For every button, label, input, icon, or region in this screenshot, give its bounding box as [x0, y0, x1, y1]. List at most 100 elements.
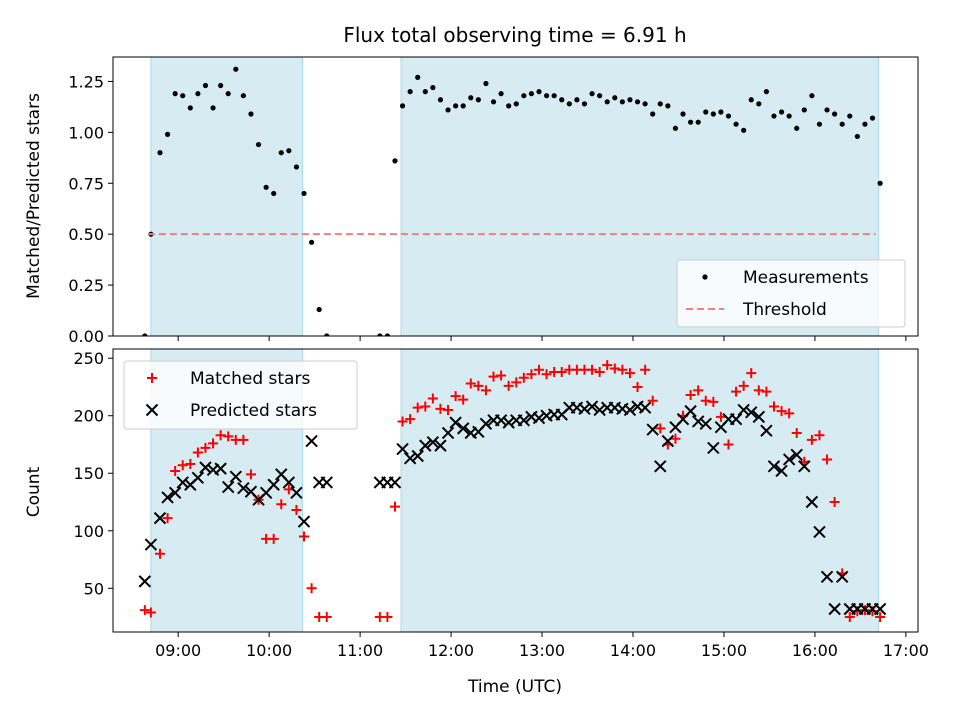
- series-predicted-stars-point: [517, 414, 531, 427]
- series-matched-stars-point: [245, 469, 256, 480]
- legend-marker-x: [145, 403, 159, 417]
- series-measurements-point: [248, 111, 254, 117]
- series-measurements-point: [862, 121, 868, 127]
- series-matched-stars-point: [715, 411, 726, 422]
- series-predicted-stars-point: [494, 414, 508, 427]
- series-matched-stars-point: [844, 612, 855, 623]
- series-measurements-point: [695, 119, 701, 125]
- series-predicted-stars-point: [290, 486, 303, 500]
- top-y-axis-label: Matched/Predicted stars: [24, 93, 44, 299]
- y-tick-label: 0.25: [68, 276, 104, 295]
- series-matched-stars-point: [685, 390, 696, 401]
- series-measurements-point: [422, 89, 428, 95]
- series-measurements-point: [210, 105, 216, 111]
- series-matched-stars-point: [647, 395, 658, 406]
- series-measurements-point: [225, 91, 231, 97]
- series-matched-stars-point: [624, 368, 635, 379]
- series-measurements-point: [559, 97, 565, 103]
- series-measurements-point: [278, 150, 284, 156]
- legend-label: Predicted stars: [190, 401, 317, 421]
- series-predicted-stars-point: [638, 401, 652, 414]
- series-predicted-stars-point: [237, 481, 250, 495]
- series-predicted-stars-point: [661, 434, 675, 448]
- series-measurements-point: [316, 306, 322, 313]
- series-predicted-stars-point: [532, 411, 546, 425]
- x-tick-label: 09:00: [155, 641, 201, 660]
- series-matched-stars-point: [617, 364, 628, 375]
- y-tick-label: 200: [73, 407, 104, 426]
- series-matched-stars-point: [731, 386, 742, 397]
- series-matched-stars-point: [738, 380, 749, 391]
- series-predicted-stars-point: [426, 435, 440, 449]
- series-matched-stars-point: [723, 439, 734, 450]
- series-predicted-stars-point: [699, 417, 712, 430]
- series-matched-stars-point: [533, 364, 544, 375]
- x-tick-label: 13:00: [519, 641, 565, 660]
- series-predicted-stars-point: [161, 491, 174, 504]
- series-predicted-stars-point: [729, 412, 743, 426]
- series-predicted-stars-point: [805, 495, 819, 509]
- series-matched-stars-point: [162, 513, 173, 524]
- series-predicted-stars-point: [434, 439, 447, 452]
- series-predicted-stars-point: [320, 476, 333, 489]
- series-measurements-point: [581, 101, 588, 107]
- series-matched-stars-point: [291, 505, 302, 516]
- y-tick-label: 1.25: [68, 72, 104, 91]
- series-matched-stars-point: [496, 370, 507, 381]
- series-matched-stars-point: [145, 607, 156, 618]
- series-matched-stars-point: [640, 364, 651, 375]
- series-matched-stars-point: [208, 438, 219, 449]
- series-measurements-point: [771, 113, 777, 119]
- series-matched-stars-point: [450, 391, 461, 402]
- series-measurements-point: [271, 190, 277, 197]
- series-measurements-point: [642, 101, 648, 107]
- series-measurements-point: [839, 121, 845, 127]
- series-predicted-stars-point: [388, 476, 402, 489]
- series-measurements-point: [794, 125, 800, 131]
- bottom-y-axis-label: Count: [24, 466, 44, 517]
- shaded-window-2: [400, 348, 880, 633]
- series-measurements-point: [824, 107, 830, 113]
- series-measurements-point: [157, 150, 163, 156]
- series-predicted-stars-point: [745, 406, 758, 419]
- series-matched-stars-point: [700, 395, 711, 406]
- series-matched-stars-point: [655, 423, 666, 434]
- series-measurements-point: [483, 80, 489, 87]
- series-measurements-point: [665, 103, 671, 109]
- legend-box: [123, 360, 358, 430]
- y-tick-label: 0.50: [68, 225, 104, 244]
- series-predicted-stars-point: [684, 404, 697, 418]
- series-matched-stars-point: [587, 364, 598, 375]
- series-matched-stars-point: [405, 414, 416, 425]
- series-predicted-stars-point: [403, 452, 417, 465]
- series-matched-stars-point: [170, 465, 181, 476]
- series-matched-stars-point: [185, 459, 196, 470]
- x-tick-label: 16:00: [792, 641, 838, 660]
- series-matched-stars-point: [200, 442, 211, 453]
- series-measurements-point: [710, 111, 716, 117]
- series-measurements-point: [566, 101, 572, 107]
- series-measurements-point: [778, 109, 785, 115]
- series-measurements-point: [869, 115, 876, 121]
- series-measurements-point: [854, 133, 860, 140]
- series-predicted-stars-point: [144, 538, 158, 551]
- series-measurements-point: [430, 84, 436, 91]
- y-tick-label: 100: [73, 522, 104, 541]
- legend-label: Measurements: [743, 268, 869, 288]
- series-measurements-point: [263, 184, 269, 190]
- series-matched-stars-point: [746, 368, 757, 379]
- series-matched-stars-point: [753, 385, 764, 396]
- series-matched-stars-point: [518, 372, 529, 383]
- series-matched-stars-point: [761, 386, 772, 397]
- series-measurements-point: [786, 113, 792, 119]
- series-measurements-point: [468, 95, 474, 101]
- series-measurements-point: [407, 89, 413, 95]
- series-matched-stars-point: [420, 401, 431, 412]
- series-predicted-stars-point: [646, 423, 659, 436]
- series-measurements-point: [672, 125, 679, 131]
- series-predicted-stars-point: [578, 402, 591, 416]
- series-measurements-point: [308, 239, 315, 245]
- series-predicted-stars-point: [419, 439, 432, 452]
- series-measurements-point: [718, 109, 724, 115]
- x-tick-label: 10:00: [246, 641, 292, 660]
